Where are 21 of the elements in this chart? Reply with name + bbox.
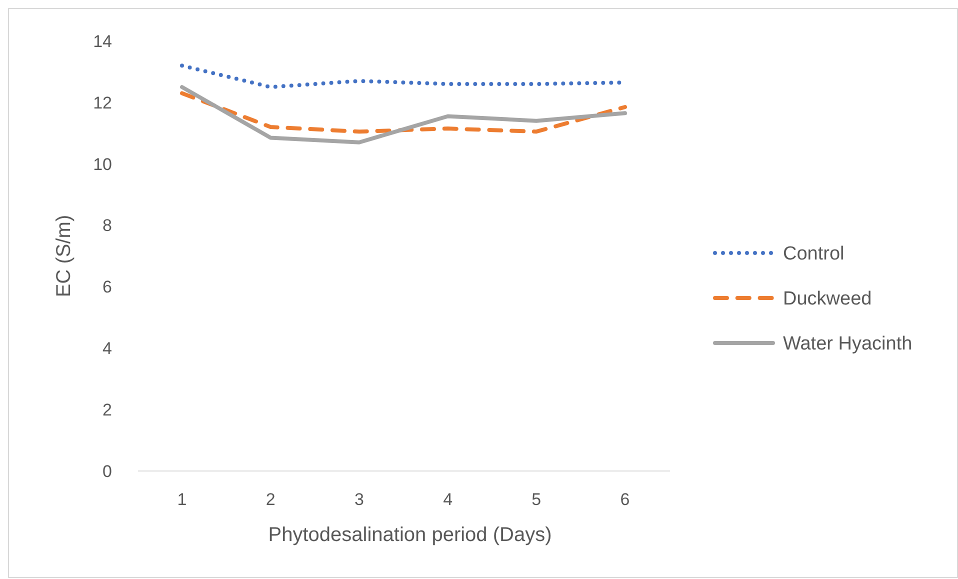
line-series [180, 85, 627, 144]
y-tick-label: 0 [102, 462, 112, 481]
legend-label: Water Hyacinth [783, 334, 912, 355]
x-tick-label: 5 [532, 490, 542, 509]
y-tick-label: 6 [102, 278, 112, 297]
y-axis-title: EC (S/m) [53, 214, 75, 298]
x-tick-label: 1 [177, 490, 187, 509]
x-tick-label: 6 [620, 490, 630, 509]
y-tick-label: 8 [102, 216, 112, 236]
y-tick-label: 10 [93, 154, 112, 174]
legend-label: Duckweed [783, 288, 872, 310]
line-series [180, 91, 627, 134]
legend-label: Control [783, 244, 844, 265]
x-tick-label: 4 [443, 490, 453, 509]
x-tick-label: 3 [354, 490, 364, 509]
y-tick-label: 14 [93, 32, 112, 51]
y-tick-label: 12 [93, 93, 112, 112]
y-tick-label: 4 [102, 339, 112, 358]
y-tick-label: 2 [102, 400, 112, 420]
x-axis-title: Phytodesalination period (Days) [268, 524, 552, 546]
x-tick-label: 2 [266, 490, 276, 509]
